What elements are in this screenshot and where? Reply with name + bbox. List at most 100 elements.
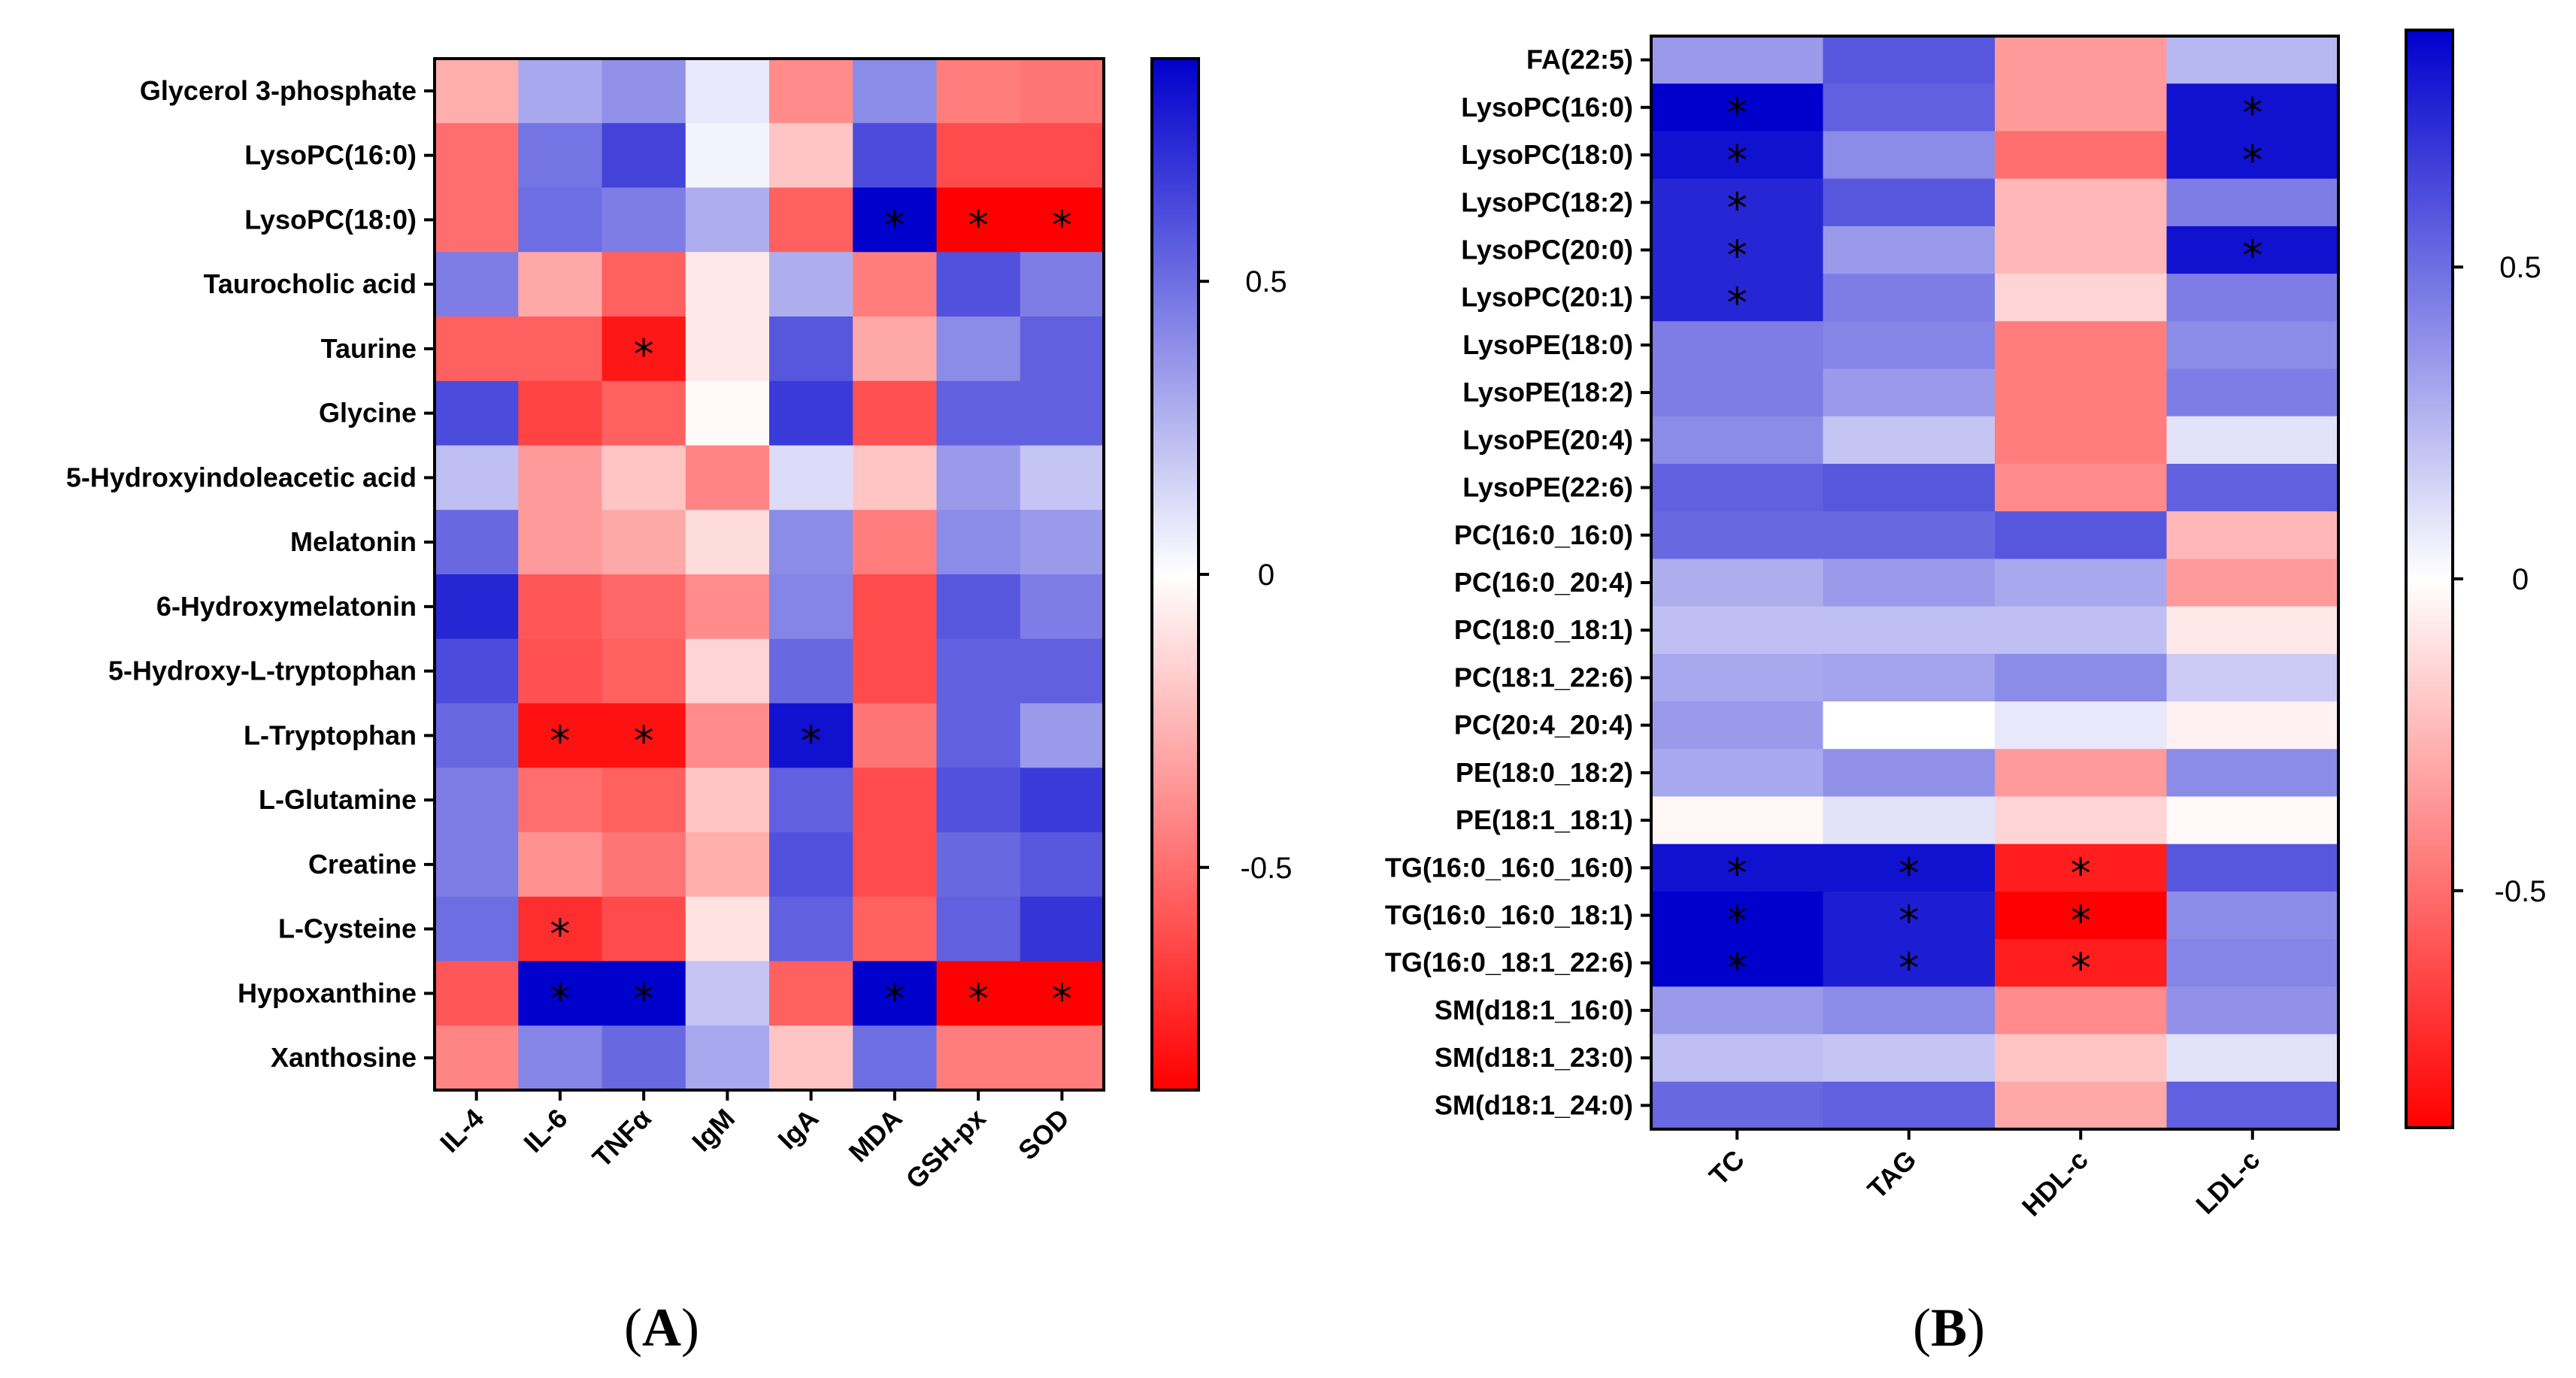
heatmap-cell bbox=[1020, 768, 1105, 833]
heatmap-cell bbox=[936, 768, 1021, 833]
heatmap-cell bbox=[1995, 321, 2168, 370]
heatmap-cell bbox=[1823, 701, 1996, 750]
heatmap-cell bbox=[602, 316, 686, 382]
heatmap-cell bbox=[435, 123, 519, 189]
row-label: SM(d18:1_16:0) bbox=[1435, 995, 1633, 1025]
heatmap-cell bbox=[1995, 939, 2168, 987]
heatmap-cell bbox=[2166, 131, 2339, 180]
heatmap-cell bbox=[769, 832, 853, 898]
heatmap-cell bbox=[518, 59, 603, 124]
significance-star: * bbox=[884, 975, 905, 1022]
heatmap-cell bbox=[1651, 559, 1824, 607]
panel-label-letter: A bbox=[642, 1298, 681, 1358]
heatmap-cell bbox=[1995, 178, 2168, 227]
heatmap-cell bbox=[518, 961, 603, 1026]
heatmap-cell bbox=[769, 703, 853, 768]
panel-label-letter: B bbox=[1931, 1298, 1967, 1358]
column-label: IL-4 bbox=[434, 1103, 489, 1158]
heatmap-cell bbox=[1995, 559, 2168, 607]
heatmap-cell bbox=[853, 59, 938, 124]
heatmap-cell bbox=[2166, 274, 2339, 322]
heatmap-cell bbox=[1651, 131, 1824, 180]
heatmap-cell bbox=[853, 638, 938, 704]
colorbar bbox=[1150, 57, 1200, 1092]
significance-star: * bbox=[968, 201, 989, 249]
heatmap-cell bbox=[685, 1025, 770, 1091]
row-label: LysoPE(18:2) bbox=[1462, 377, 1633, 407]
heatmap-cell bbox=[1995, 891, 2168, 940]
column-label: IL-6 bbox=[517, 1103, 573, 1158]
colorbar-tick-label: 0.5 bbox=[1245, 265, 1287, 298]
heatmap-cell bbox=[602, 961, 686, 1026]
heatmap-cell bbox=[769, 510, 853, 575]
heatmap-cell bbox=[602, 832, 686, 898]
heatmap-cell bbox=[602, 703, 686, 768]
heatmap-cell bbox=[1651, 368, 1824, 417]
heatmap-cell bbox=[602, 445, 686, 510]
heatmap-cell bbox=[602, 1025, 686, 1091]
row-label: PC(18:0_18:1) bbox=[1454, 614, 1633, 645]
heatmap-cell bbox=[853, 187, 938, 253]
heatmap-cell bbox=[769, 574, 853, 640]
heatmap-cell bbox=[1823, 1034, 1996, 1083]
heatmap-cell bbox=[1020, 252, 1105, 317]
row-label: Glycerol 3-phosphate bbox=[140, 75, 417, 106]
significance-star: * bbox=[1899, 850, 1919, 897]
heatmap-cell bbox=[1995, 986, 2168, 1035]
row-label: LysoPC(20:1) bbox=[1461, 282, 1633, 313]
panel-label-close: ) bbox=[681, 1298, 699, 1358]
heatmap-cell bbox=[2166, 559, 2339, 607]
heatmap-cell bbox=[518, 252, 603, 317]
heatmap-cell bbox=[1823, 463, 1996, 512]
heatmap-cell bbox=[1823, 796, 1996, 845]
heatmap-cell bbox=[1020, 187, 1105, 253]
panel-label: (B) bbox=[1913, 1298, 1985, 1358]
heatmap-cell bbox=[1995, 796, 2168, 845]
heatmap-cell bbox=[1995, 131, 2168, 180]
row-label: 5-Hydroxyindoleacetic acid bbox=[66, 462, 417, 492]
heatmap-cell bbox=[1020, 896, 1105, 962]
heatmap-cell bbox=[1823, 274, 1996, 322]
heatmap-cell bbox=[1651, 939, 1824, 987]
heatmap-cell bbox=[685, 574, 770, 640]
heatmap-frame bbox=[433, 57, 1105, 1092]
heatmap-cell bbox=[1020, 445, 1105, 510]
panel-label-open: ( bbox=[624, 1298, 642, 1358]
significance-star: * bbox=[2071, 945, 2091, 992]
heatmap-cell bbox=[1995, 226, 2168, 274]
heatmap-cell bbox=[2166, 36, 2339, 84]
row-label: Hypoxanthine bbox=[238, 977, 417, 1008]
heatmap-cell bbox=[853, 832, 938, 898]
significance-star: * bbox=[2242, 137, 2262, 184]
row-label: TG(16:0_16:0_16:0) bbox=[1385, 852, 1633, 883]
heatmap-cell bbox=[1995, 606, 2168, 655]
heatmap-cell bbox=[936, 896, 1021, 962]
significance-star: * bbox=[2071, 850, 2091, 897]
heatmap-cell bbox=[1823, 606, 1996, 655]
significance-star: * bbox=[1727, 280, 1747, 327]
heatmap-cell bbox=[2166, 368, 2339, 417]
heatmap-cell bbox=[518, 768, 603, 833]
heatmap-cell bbox=[435, 380, 519, 447]
heatmap-cell bbox=[936, 316, 1021, 382]
heatmap-cell bbox=[2166, 321, 2339, 370]
heatmap-cell bbox=[853, 316, 938, 382]
row-label: LysoPC(18:2) bbox=[1461, 186, 1633, 217]
heatmap-cell bbox=[1823, 939, 1996, 987]
heatmap-cell bbox=[2166, 939, 2339, 987]
panel-label-open: ( bbox=[1913, 1298, 1931, 1358]
heatmap-cell bbox=[1823, 83, 1996, 132]
heatmap-cell bbox=[1020, 123, 1105, 189]
column-label: TC bbox=[1703, 1144, 1750, 1192]
column-label: IgM bbox=[686, 1103, 741, 1158]
row-label: PC(16:0_16:0) bbox=[1454, 519, 1633, 550]
heatmap-cell bbox=[1995, 701, 2168, 750]
heatmap-cell bbox=[2166, 843, 2339, 892]
heatmap-cell bbox=[1823, 559, 1996, 607]
row-label: SM(d18:1_23:0) bbox=[1435, 1042, 1633, 1073]
column-label: IgA bbox=[771, 1103, 824, 1155]
heatmap-cell bbox=[1995, 749, 2168, 798]
heatmap-cell bbox=[1651, 511, 1824, 559]
heatmap-cell bbox=[1995, 463, 2168, 512]
heatmap-cell bbox=[769, 768, 853, 833]
